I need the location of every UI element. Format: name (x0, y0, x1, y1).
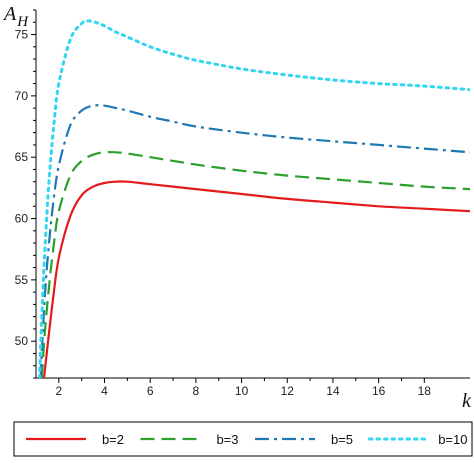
y-tick-label-75: 75 (15, 28, 29, 42)
series-line-b-2 (42, 180, 470, 378)
x-tick-label-2: 2 (55, 384, 62, 398)
axes (35, 10, 470, 379)
y-tick-label-55: 55 (15, 273, 29, 287)
y-tick-label-50: 50 (15, 334, 29, 348)
y-axis-title: AH (2, 3, 29, 30)
plot-lines (37, 19, 470, 378)
series-line-b-10 (37, 19, 470, 378)
axis-titles: AH k (2, 3, 472, 412)
y-tick-label-65: 65 (15, 150, 29, 164)
x-tick-label-12: 12 (281, 384, 295, 398)
legend-label-b-5: b=5 (331, 432, 353, 447)
x-tick-label-10: 10 (235, 384, 249, 398)
x-axis-title: k (462, 390, 472, 412)
x-tick-label-4: 4 (101, 384, 108, 398)
y-tick-label-60: 60 (15, 212, 29, 226)
legend: b=2 b=3 b=5 b=10 (13, 421, 473, 457)
legend-label-b-2: b=2 (102, 432, 124, 447)
ticks: 2 4 6 8 10 12 14 16 18 50 55 60 65 70 75 (15, 9, 432, 398)
x-tick-label-18: 18 (418, 384, 432, 398)
series-line-b-5 (39, 104, 470, 378)
y-axis-title-sub: H (16, 14, 29, 30)
x-tick-label-16: 16 (372, 384, 386, 398)
legend-label-b-10: b=10 (438, 432, 467, 447)
x-tick-label-14: 14 (326, 384, 340, 398)
x-tick-label-8: 8 (193, 384, 200, 398)
x-tick-label-6: 6 (147, 384, 154, 398)
y-axis-title-main: A (2, 3, 17, 25)
y-tick-label-70: 70 (15, 89, 29, 103)
series-line-b-3 (40, 150, 470, 378)
legend-label-b-3: b=3 (216, 432, 238, 447)
